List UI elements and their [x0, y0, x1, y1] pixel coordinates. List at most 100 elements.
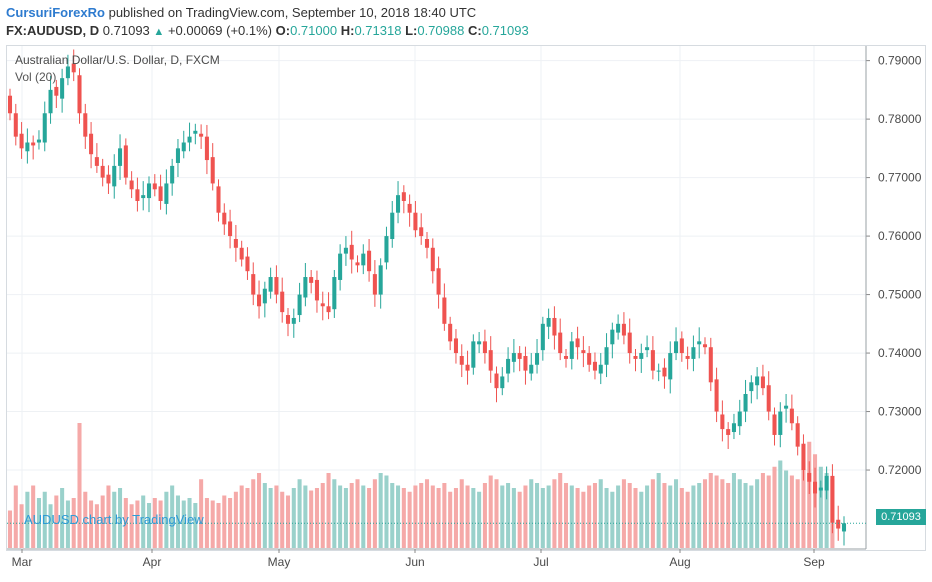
volume-bar	[367, 488, 372, 548]
candle-body	[152, 183, 157, 190]
candle-body	[674, 341, 679, 354]
candle-body	[297, 294, 302, 316]
candle-body	[164, 183, 169, 204]
candle-body	[170, 165, 175, 184]
volume-bar	[372, 479, 377, 548]
volume-bar	[477, 491, 482, 548]
candle-body	[610, 329, 615, 345]
close-value: 0.71093	[481, 23, 529, 38]
volume-bar	[291, 488, 296, 548]
volume-bar	[401, 488, 406, 548]
candle-body	[60, 78, 65, 99]
candle-body	[36, 139, 41, 143]
volume-bar	[592, 483, 597, 548]
candle-body	[228, 221, 233, 237]
candle-body	[309, 277, 314, 283]
candle-body	[355, 262, 360, 266]
candle-body	[465, 364, 470, 371]
candle-body	[697, 341, 702, 345]
volume-bar	[413, 485, 418, 548]
candle-body	[818, 487, 823, 491]
volume-bar	[36, 498, 41, 548]
candle-body	[210, 157, 215, 184]
volume-bar	[262, 483, 267, 548]
candle-body	[274, 277, 279, 295]
low-value: 0.70988	[417, 23, 465, 38]
volume-bar	[685, 491, 690, 548]
candle-body	[77, 75, 82, 114]
volume-bar	[123, 498, 128, 548]
volume-bar	[199, 479, 204, 548]
open-label: O:	[275, 23, 291, 38]
volume-bar	[384, 475, 389, 548]
candle-body	[442, 297, 447, 324]
candle-body	[7, 95, 13, 114]
candle-body	[645, 347, 650, 351]
candle-body	[668, 353, 673, 380]
candle-body	[314, 279, 319, 301]
volume-bar	[807, 441, 812, 548]
candle-body	[830, 475, 835, 523]
candle-body	[581, 350, 586, 354]
volume-bar	[789, 475, 794, 548]
candle-body	[720, 414, 725, 430]
volume-bar	[390, 483, 395, 548]
candle-body	[743, 394, 748, 412]
volume-bar	[112, 491, 117, 548]
candle-body	[836, 519, 841, 529]
volume-bar	[662, 483, 667, 548]
volume-bar	[424, 479, 430, 548]
volume-bar	[598, 479, 603, 548]
candle-body	[639, 353, 644, 359]
volume-bar	[100, 495, 105, 548]
volume-bar	[511, 488, 516, 548]
x-tick-label: Sep	[803, 555, 825, 569]
volume-bar	[135, 500, 140, 548]
volume-bar	[129, 504, 134, 548]
y-tick-label: 0.77000	[878, 171, 922, 185]
x-tick-label: Jun	[405, 555, 424, 569]
volume-bar	[523, 485, 528, 548]
candle-body	[448, 323, 453, 342]
volume-bar	[702, 479, 708, 548]
volume-bar	[338, 485, 343, 548]
volume-bar	[616, 485, 621, 548]
volume-bar	[639, 491, 644, 548]
high-value: 0.71318	[354, 23, 402, 38]
candle-body	[801, 443, 806, 471]
volume-bar	[94, 504, 99, 548]
open-value: 0.71000	[290, 23, 338, 38]
publisher-link[interactable]: CursuriForexRo	[6, 5, 105, 20]
candle-body	[123, 145, 128, 178]
candle-body	[285, 315, 291, 324]
volume-bar	[251, 479, 256, 548]
candle-body	[523, 355, 528, 371]
candle-body	[529, 364, 534, 374]
volume-bar	[239, 485, 244, 548]
header-bar: CursuriForexRo published on TradingView.…	[0, 0, 932, 44]
volume-bar	[419, 483, 424, 548]
volume-bar	[558, 473, 563, 548]
volume-bar	[25, 491, 30, 548]
candle-body	[511, 353, 516, 362]
candle-body	[239, 247, 244, 260]
volume-bar	[627, 483, 632, 548]
y-tick-label: 0.78000	[878, 112, 922, 126]
candle-body	[13, 113, 18, 137]
volume-bar	[697, 483, 702, 548]
candle-body	[685, 355, 690, 359]
volume-bar	[465, 485, 470, 548]
candle-body	[755, 376, 760, 386]
volume-bar	[430, 485, 435, 548]
candle-body	[338, 253, 343, 280]
y-tick-label: 0.74000	[878, 346, 922, 360]
volume-bar	[749, 485, 754, 548]
candle-body	[187, 136, 192, 143]
volume-bar	[407, 491, 412, 548]
candle-body	[656, 370, 661, 372]
candle-body	[233, 239, 238, 248]
candle-body	[459, 355, 464, 365]
volume-bar	[621, 479, 626, 548]
candle-body	[795, 423, 800, 447]
